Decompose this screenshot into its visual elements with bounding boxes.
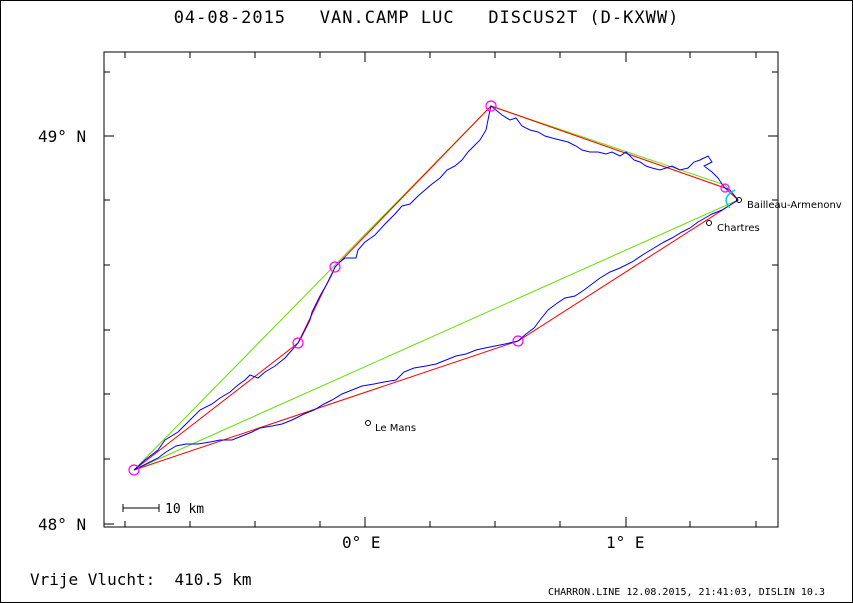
scale-bar: 10 km [122,502,204,517]
straight-lines [133,105,739,471]
chartres-marker [706,220,712,226]
task-lines [133,105,739,471]
plot-border [103,51,779,528]
flight-title: 04-08-2015 VAN.CAMP LUC DISCUS2T (D-KXWW… [0,8,853,28]
bottom-ticks [124,517,757,527]
turnpoint-5 [720,183,730,193]
right-ticks [768,71,778,460]
distance-label: Vrije Vlucht: [30,570,156,589]
flight-date: 04-08-2015 [173,8,287,28]
turnpoint-6 [512,335,524,347]
turnpoint-3 [329,261,341,273]
scale-label: 10 km [165,502,204,517]
place-chartres: Chartres [717,223,760,234]
pilot-name: VAN.CAMP LUC [319,8,455,28]
start-marker [725,189,736,209]
turnpoint-2 [292,337,304,349]
turnpoint-start [128,464,140,476]
place-lemans: Le Mans [375,423,416,434]
turnpoint-4 [485,100,497,112]
lon-label-1: 1° E [606,533,645,552]
lon-label-0: 0° E [342,533,381,552]
distance-summary: Vrije Vlucht: 410.5 km [30,570,252,589]
lemans-marker [365,420,371,426]
glider-name: DISCUS2T (D-KXWW) [488,8,680,28]
bailleau-marker [736,197,742,203]
lat-label-48: 48° N [38,515,86,534]
top-ticks [124,52,757,62]
turnpoints [128,100,730,476]
left-ticks [104,71,114,525]
lat-label-49: 49° N [38,127,86,146]
place-markers: Bailleau-Armenonv Chartres Le Mans [365,197,842,434]
distance-value: 410.5 km [174,570,252,589]
credit-line: CHARRON.LINE 12.08.2015, 21:41:03, DISLI… [548,587,825,598]
place-bailleau: Bailleau-Armenonv [747,200,842,211]
flight-track [133,105,739,471]
